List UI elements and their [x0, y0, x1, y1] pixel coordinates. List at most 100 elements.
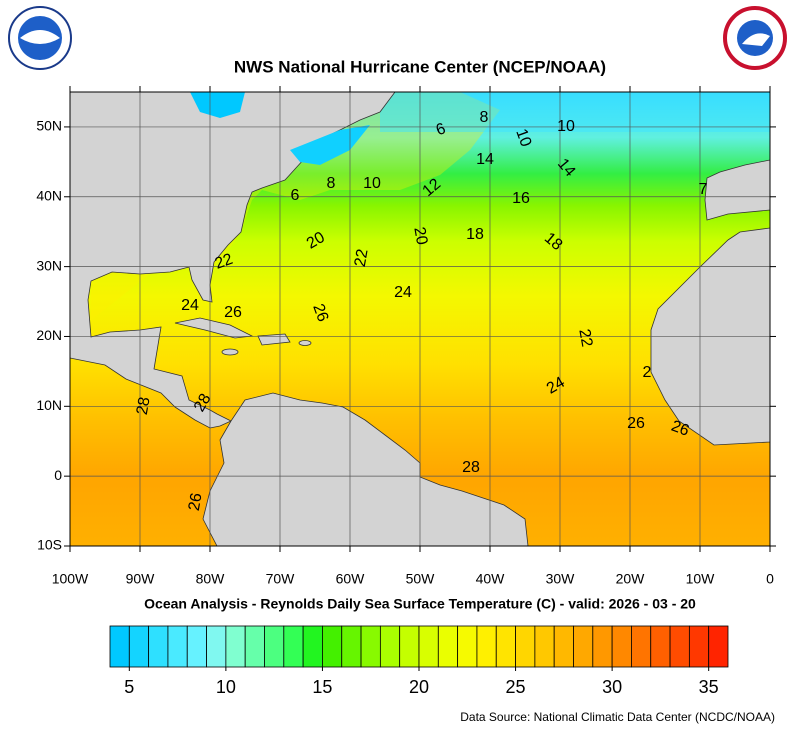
colorbar-box	[283, 625, 304, 668]
y-tick-label: 30N	[36, 257, 62, 273]
land-jamaica	[221, 348, 239, 356]
land-south-america	[202, 392, 529, 546]
contour-label: 10	[363, 175, 381, 192]
contour-label: 14	[476, 151, 494, 168]
colorbar-tick-label: 35	[699, 677, 719, 697]
contour-label: 26	[627, 415, 645, 432]
grid	[70, 92, 770, 546]
contour-label: 22	[575, 328, 595, 349]
y-tick-label: 10S	[37, 537, 62, 553]
colorbar-box	[225, 625, 246, 668]
colorbar-box	[379, 625, 401, 668]
colorbar-box	[631, 625, 652, 668]
contour-label: 16	[512, 190, 530, 207]
contour-label: 26	[669, 418, 692, 440]
contour-label: 8	[480, 109, 489, 126]
colorbar-box	[708, 625, 729, 668]
x-tick-label: 100W	[52, 571, 89, 587]
noaa-logo	[8, 6, 72, 70]
data-source: Data Source: National Climatic Data Cent…	[460, 710, 775, 724]
nws-logo	[723, 6, 787, 70]
contour-label: 10	[512, 127, 534, 150]
colorbar-box	[669, 625, 690, 668]
colorbar-tick-label: 10	[216, 677, 236, 697]
colorbar-tick-label: 5	[124, 677, 134, 697]
map-subtitle: Ocean Analysis - Reynolds Daily Sea Surf…	[144, 596, 696, 612]
colorbar-tick-label: 25	[506, 677, 526, 697]
y-tick-label: 10N	[36, 397, 62, 413]
colorbar-box	[322, 625, 343, 668]
x-tick-label: 60W	[336, 571, 366, 587]
colorbar-box	[302, 625, 323, 668]
colorbar-box	[399, 625, 420, 668]
colorbar-box	[553, 625, 574, 668]
land-cuba	[174, 317, 254, 339]
y-tick-label: 20N	[36, 327, 62, 343]
colorbar-box	[437, 625, 459, 668]
x-tick-label: 10W	[686, 571, 716, 587]
contour-label: 28	[191, 391, 215, 415]
x-tick-label: 80W	[196, 571, 226, 587]
contour-label: 10	[557, 118, 575, 135]
colorbar: 5 10 15 20 25 30 35	[109, 625, 729, 697]
x-tick-label: 0	[766, 571, 774, 587]
colorbar-box	[592, 625, 613, 668]
cold-water	[380, 92, 770, 132]
x-tick-label: 50W	[406, 571, 436, 587]
y-tick-label: 50N	[36, 118, 62, 134]
colorbar-box	[244, 625, 265, 668]
colorbar-box	[341, 625, 362, 668]
land-europe	[704, 159, 770, 221]
colorbar-box	[264, 625, 285, 668]
colorbar-box	[148, 625, 169, 668]
colorbar-box	[650, 625, 671, 668]
contour-label: 20	[304, 229, 328, 253]
hudson-bay	[190, 92, 245, 118]
colorbar-box	[186, 625, 207, 668]
contour-label: 26	[309, 302, 331, 325]
contour-label: 28	[134, 396, 154, 417]
x-tick-label: 20W	[616, 571, 646, 587]
colorbar-tick-label: 30	[602, 677, 622, 697]
contour-label: 24	[544, 374, 568, 398]
contour-label: 2	[643, 364, 652, 381]
contour-label: 24	[394, 284, 412, 301]
colorbar-box	[495, 625, 516, 668]
contour-label: 7	[699, 181, 708, 198]
colorbar-box	[128, 625, 150, 668]
contour-label: 8	[327, 175, 336, 192]
colorbar-box	[476, 625, 497, 668]
colorbar-box	[611, 625, 632, 668]
contour-label: 22	[352, 248, 372, 269]
contour-label: 28	[462, 459, 480, 476]
x-tick-label: 70W	[266, 571, 296, 587]
colorbar-box	[515, 625, 536, 668]
colorbar-box	[418, 625, 439, 668]
contour-label: 26	[186, 492, 206, 513]
contour-label: 20	[410, 226, 430, 247]
colorbar-box	[457, 625, 478, 668]
x-tick-label: 30W	[546, 571, 576, 587]
colorbar-box	[688, 625, 710, 668]
axes: 100W 90W 80W 70W 60W 50W 40W 30W 20W 10W 0 10S 0 10N 2…	[36, 86, 776, 587]
contour-label: 26	[224, 304, 242, 321]
contour-label: 22	[213, 251, 236, 273]
y-tick-label: 0	[54, 467, 62, 483]
map-title: NWS National Hurricane Center (NCEP/NOAA…	[234, 57, 606, 76]
x-tick-label: 40W	[476, 571, 506, 587]
contour-label: 6	[291, 187, 300, 204]
colorbar-box	[534, 625, 555, 668]
y-tick-label: 40N	[36, 187, 62, 203]
warm-gulf	[70, 92, 500, 337]
colorbar-box	[360, 625, 381, 668]
colorbar-tick-label: 20	[409, 677, 429, 697]
contour-label: 24	[181, 297, 199, 314]
colorbar-box	[167, 625, 188, 668]
land-puerto-rico	[298, 340, 312, 346]
x-tick-label: 90W	[126, 571, 156, 587]
colorbar-box	[109, 625, 130, 668]
colorbar-tick-label: 15	[312, 677, 332, 697]
